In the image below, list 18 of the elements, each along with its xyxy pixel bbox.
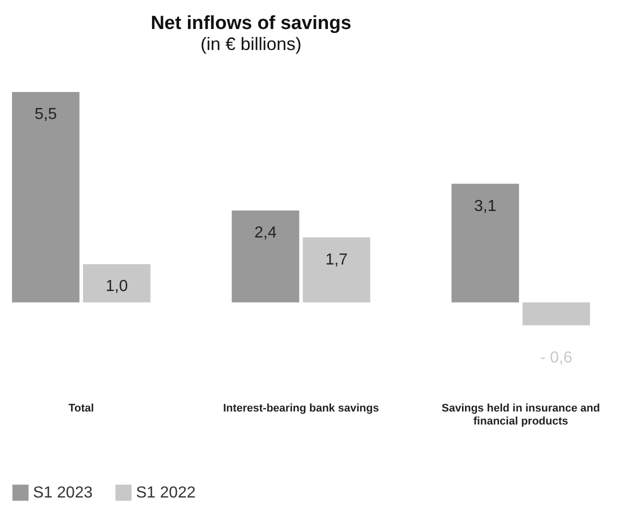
data-label: 2,4 (254, 224, 277, 242)
bar (302, 237, 370, 302)
data-label: 1,0 (106, 278, 128, 296)
data-label: 3,1 (474, 198, 496, 215)
legend-label: S1 2023 (33, 484, 93, 502)
x-tick-label: Total (68, 402, 94, 414)
chart-subtitle: (in € billions) (200, 34, 302, 54)
bar (83, 264, 150, 302)
x-tick-label: Savings held in insurance and financial products (442, 402, 600, 428)
legend-label: S1 2022 (136, 484, 196, 502)
bar (452, 184, 519, 302)
data-label: 5,5 (34, 106, 57, 123)
x-tick-label: Interest-bearing bank savings (223, 402, 379, 414)
bar (232, 210, 300, 302)
bar (12, 92, 80, 302)
chart-title: Net inflows of savings (150, 13, 352, 34)
bar (522, 302, 590, 326)
data-label: 1,7 (325, 251, 348, 268)
